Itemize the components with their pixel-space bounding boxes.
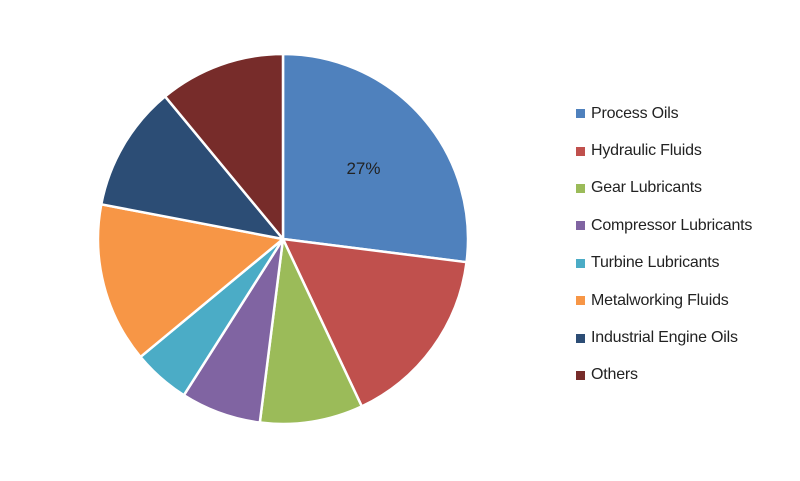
chart-legend: Process Oils Hydraulic Fluids Gear Lubrica… (576, 95, 752, 394)
legend-label: Turbine Lubricants (591, 254, 720, 272)
pie-slice-hydraulic-fluids (281, 237, 468, 408)
pie-slice-industrial-engine-oils (100, 95, 285, 241)
legend-label: Others (591, 366, 638, 384)
legend-item-process-oils: Process Oils (576, 95, 752, 132)
legend-item-gear-lubricants: Gear Lubricants (576, 170, 752, 207)
legend-item-others: Others (576, 357, 752, 394)
pie-data-labels: 27% (346, 159, 380, 178)
legend-swatch (576, 221, 585, 231)
legend-label: Process Oils (591, 104, 679, 122)
legend-item-turbine-lubricants: Turbine Lubricants (576, 245, 752, 282)
legend-item-compressor-lubricants: Compressor Lubricants (576, 207, 752, 244)
legend-item-metalworking-fluids: Metalworking Fluids (576, 282, 752, 319)
legend-item-industrial-engine-oils: Industrial Engine Oils (576, 319, 752, 356)
pie-slice-process-oils (281, 52, 470, 264)
pie-slices (96, 52, 470, 426)
legend-swatch (576, 370, 585, 380)
legend-label: Hydraulic Fluids (591, 142, 702, 160)
legend-swatch (576, 258, 585, 268)
legend-swatch (576, 146, 585, 156)
legend-label: Metalworking Fluids (591, 291, 729, 309)
legend-swatch (576, 183, 585, 193)
legend-swatch (576, 333, 585, 343)
legend-label: Industrial Engine Oils (591, 329, 738, 347)
pie-slice-others (163, 52, 285, 241)
legend-item-hydraulic-fluids: Hydraulic Fluids (576, 132, 752, 169)
legend-label: Gear Lubricants (591, 179, 702, 197)
legend-label: Compressor Lubricants (591, 216, 753, 234)
legend-swatch (576, 109, 585, 119)
pie-slice-gear-lubricants (258, 237, 364, 426)
legend-swatch (576, 296, 585, 306)
pie-slice-metalworking-fluids (96, 203, 285, 359)
data-label-process-oils: 27% (346, 159, 380, 178)
